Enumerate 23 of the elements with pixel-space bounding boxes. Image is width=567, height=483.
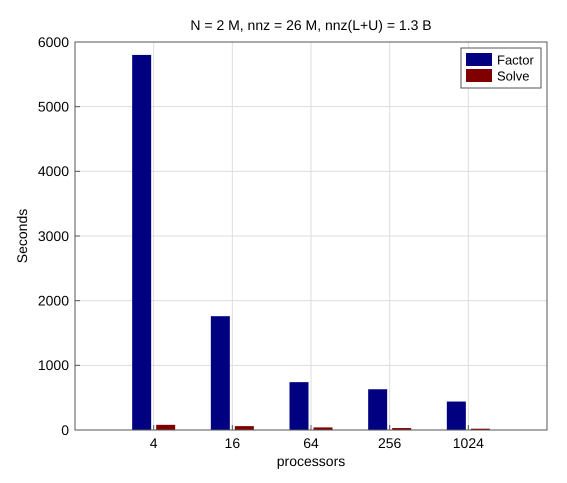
legend-label: Factor: [497, 52, 535, 68]
x-tick-label: 256: [378, 435, 402, 451]
bar: [234, 426, 254, 430]
x-tick-label: 16: [224, 435, 240, 451]
y-tick-label: 1000: [38, 357, 70, 374]
bar: [210, 316, 230, 430]
y-tick-label: 2000: [38, 292, 70, 309]
y-tick-label: 6000: [38, 34, 70, 50]
legend-label: Solve: [497, 68, 530, 84]
bar: [368, 389, 388, 430]
x-tick-label: 4: [150, 435, 158, 451]
x-tick-label: 64: [303, 435, 319, 451]
x-tick-label: 1024: [452, 435, 484, 451]
chart-title: N = 2 M, nnz = 26 M, nnz(L+U) = 1.3 B: [190, 17, 432, 33]
y-tick-label: 4000: [38, 163, 70, 180]
y-tick-label: 3000: [38, 228, 70, 244]
x-axis-title: processors: [276, 453, 346, 469]
y-axis-title: Seconds: [14, 208, 30, 264]
bar: [132, 54, 152, 430]
bar: [446, 402, 466, 430]
y-tick-label: 0: [61, 422, 70, 438]
y-tick-label: 5000: [38, 98, 70, 115]
bar: [290, 382, 308, 430]
